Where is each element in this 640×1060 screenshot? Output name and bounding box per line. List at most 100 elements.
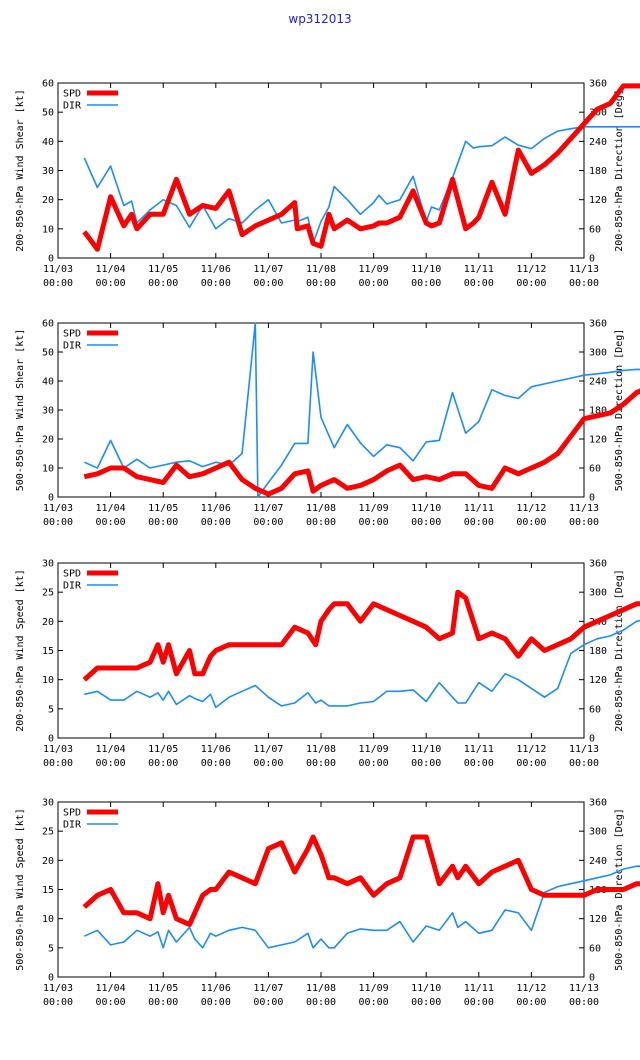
spd-series-line [82,589,640,682]
plot-frame [57,562,585,739]
y-tick-label: 60 [42,319,54,330]
y2-tick-label: 120 [589,914,607,925]
x-tick-label-time: 00:00 [96,278,126,289]
x-tick-label-time: 00:00 [359,758,389,769]
x-tick-label-time: 00:00 [411,758,441,769]
y2-tick-label: 0 [589,254,595,265]
x-tick-label-date: 11/10 [411,503,441,514]
x-tick-label-time: 00:00 [516,997,546,1008]
y-tick-label: 20 [42,195,54,206]
y2-tick-label: 300 [589,827,607,838]
dir-series-line [83,126,640,245]
x-tick-label-date: 11/06 [201,983,231,994]
x-tick-label-date: 11/05 [148,264,178,275]
x-tick-label-time: 00:00 [201,517,231,528]
y-tick-label: 30 [42,798,54,809]
x-tick-label-date: 11/10 [411,744,441,755]
x-tick-label-time: 00:00 [96,758,126,769]
x-tick-label-time: 00:00 [43,278,73,289]
y2-tick-label: 180 [589,166,607,177]
x-tick-label-time: 00:00 [306,517,336,528]
y2-tick-label: 0 [589,493,595,504]
x-tick-label-date: 11/13 [569,983,599,994]
y2-tick-label: 60 [589,704,601,715]
y-tick-label: 25 [42,588,54,599]
y-tick-label: 0 [48,734,54,745]
x-tick-label-date: 11/12 [516,503,546,514]
x-tick-label-date: 11/13 [569,264,599,275]
x-tick-label-time: 00:00 [569,517,599,528]
y-tick-label: 20 [42,617,54,628]
y-tick-label: 0 [48,973,54,984]
y-tick-label: 0 [48,493,54,504]
x-tick-label-date: 11/03 [43,983,73,994]
x-tick-label-date: 11/03 [43,503,73,514]
x-tick-label-date: 11/12 [516,264,546,275]
x-tick-label-time: 00:00 [464,997,494,1008]
y-tick-label: 20 [42,435,54,446]
x-tick-label-date: 11/09 [359,264,389,275]
y2-tick-label: 300 [589,348,607,359]
x-tick-label-date: 11/06 [201,264,231,275]
x-tick-label-time: 00:00 [96,517,126,528]
x-tick-label-date: 11/04 [96,744,126,755]
x-tick-label-date: 11/05 [148,503,178,514]
y-tick-label: 10 [42,224,54,235]
y-tick-label: 10 [42,675,54,686]
spd-series-line [82,834,640,927]
y2-tick-label: 180 [589,646,607,657]
y2-tick-label: 360 [589,79,607,90]
x-tick-label-date: 11/09 [359,503,389,514]
page-title: wp312013 [288,12,352,26]
x-tick-label-time: 00:00 [411,997,441,1008]
x-tick-label-date: 11/09 [359,744,389,755]
y2-tick-label: 120 [589,675,607,686]
y2-tick-label: 120 [589,435,607,446]
x-tick-label-date: 11/08 [306,983,336,994]
x-tick-label-time: 00:00 [516,278,546,289]
x-tick-label-date: 11/09 [359,983,389,994]
x-tick-label-time: 00:00 [411,278,441,289]
y2-tick-label: 300 [589,108,607,119]
y2-tick-label: 60 [589,224,601,235]
x-tick-label-time: 00:00 [516,517,546,528]
x-tick-label-date: 11/08 [306,264,336,275]
y-axis-label: 200-850-hPa Wind Shear [kt] [15,89,26,252]
x-tick-label-time: 00:00 [516,758,546,769]
y2-tick-label: 180 [589,406,607,417]
y2-tick-label: 300 [589,588,607,599]
x-tick-label-date: 11/07 [253,503,283,514]
x-tick-label-time: 00:00 [148,517,178,528]
x-tick-label-date: 11/05 [148,983,178,994]
x-tick-label-time: 00:00 [201,278,231,289]
x-tick-label-time: 00:00 [411,517,441,528]
y-tick-label: 30 [42,166,54,177]
x-tick-label-date: 11/04 [96,983,126,994]
x-tick-label-time: 00:00 [148,278,178,289]
x-tick-label-date: 11/10 [411,983,441,994]
x-tick-label-time: 00:00 [148,758,178,769]
y-axis-label: 500-850-hPa Wind Speed [kt] [15,808,26,971]
x-tick-label-date: 11/11 [464,744,494,755]
y-tick-label: 50 [42,108,54,119]
y-tick-label: 0 [48,254,54,265]
y2-tick-label: 60 [589,943,601,954]
x-tick-label-date: 11/03 [43,264,73,275]
x-tick-label-time: 00:00 [43,997,73,1008]
x-tick-label-date: 11/11 [464,264,494,275]
x-tick-label-time: 00:00 [148,997,178,1008]
y2-tick-label: 240 [589,137,607,148]
dir-series-line [83,322,640,498]
x-tick-label-date: 11/11 [464,503,494,514]
y-tick-label: 15 [42,885,54,896]
legend-dir-label: DIR [63,101,82,112]
x-tick-label-time: 00:00 [253,758,283,769]
y-tick-label: 40 [42,137,54,148]
x-tick-label-date: 11/03 [43,744,73,755]
spd-series-line [82,83,640,252]
x-tick-label-date: 11/11 [464,983,494,994]
y2-axis-label: 200-850-hPa Direction [Deg] [614,569,625,732]
x-tick-label-time: 00:00 [359,278,389,289]
x-tick-label-time: 00:00 [96,997,126,1008]
